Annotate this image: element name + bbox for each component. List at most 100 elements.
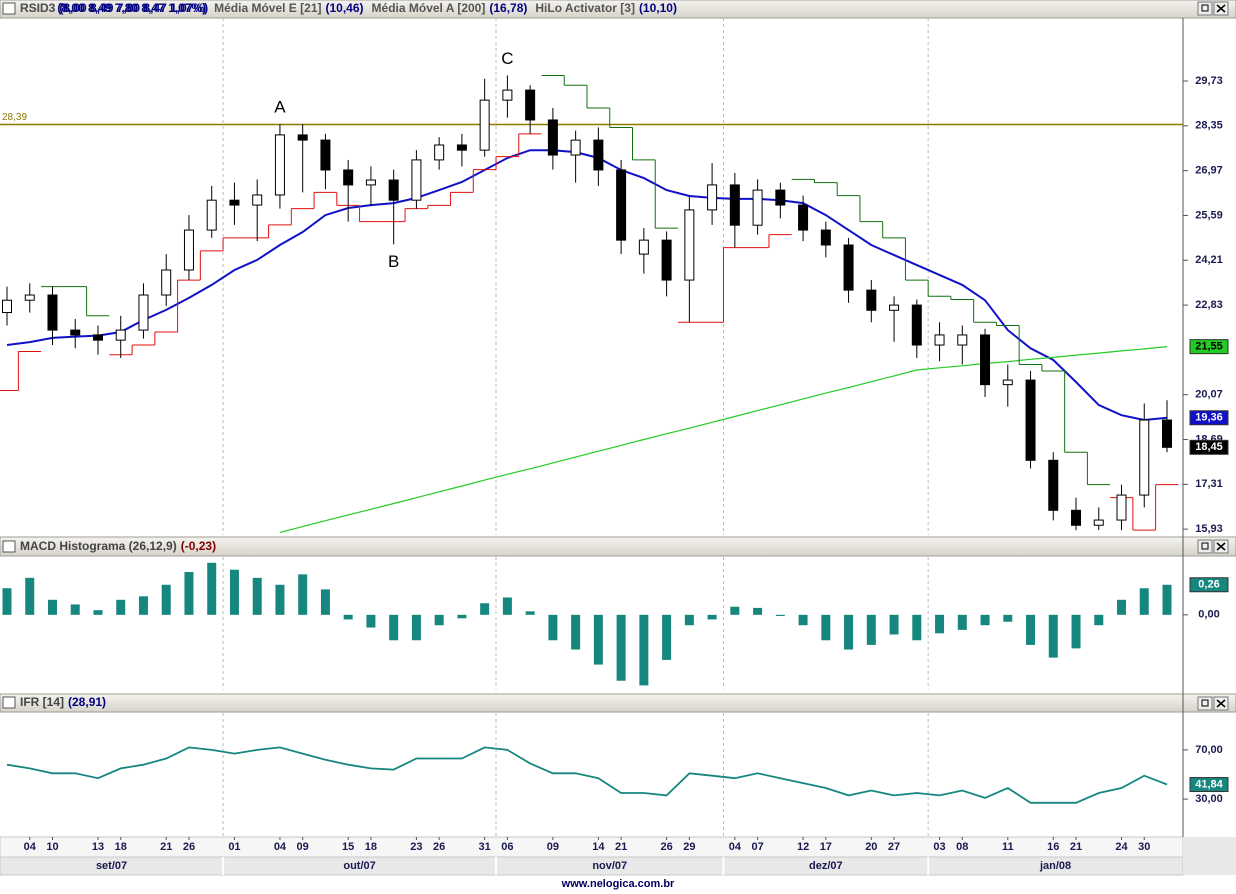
ticker: RSID3	[20, 1, 56, 15]
x-tick-label: 13	[92, 841, 104, 853]
candle-body	[729, 184, 740, 226]
candle-body	[570, 139, 581, 156]
overlay-reading: (10,46)	[326, 1, 364, 15]
histogram-bar	[25, 577, 35, 615]
x-tick-label: 11	[1002, 841, 1014, 853]
candle-body	[1116, 494, 1127, 521]
histogram-bar	[343, 614, 353, 620]
x-tick-label: 04	[729, 841, 742, 853]
annotation: A	[274, 98, 286, 117]
panel-icon	[2, 2, 16, 15]
histogram-bar	[1071, 614, 1081, 649]
candle-body	[1048, 459, 1059, 511]
histogram-bar	[866, 614, 876, 645]
candle-body	[434, 144, 445, 161]
window-buttons[interactable]	[1197, 1, 1229, 711]
candle-body	[229, 199, 240, 206]
candle-body	[957, 334, 968, 346]
y-tick-label: 30,00	[1195, 793, 1223, 805]
histogram-bar	[229, 569, 239, 615]
candle-body	[1162, 419, 1172, 448]
panel-title: IFR [14] (28,91)	[20, 695, 106, 709]
last-value-box	[1189, 439, 1229, 455]
candle-body	[297, 134, 308, 141]
candle-body	[161, 269, 172, 296]
last-value-label: 41,84	[1195, 778, 1223, 790]
candle-body	[1002, 379, 1013, 386]
candle-body	[980, 334, 991, 386]
restore-button[interactable]	[1197, 696, 1213, 711]
close-icon	[1216, 4, 1226, 13]
candle-body	[684, 209, 695, 281]
candle-body	[934, 334, 945, 346]
quote: (8,00 8,49 7,80 8,47 1,07%)	[57, 1, 206, 15]
restore-button[interactable]	[1197, 1, 1213, 16]
indicator-reading: (-0,23)	[181, 539, 216, 553]
restore-icon	[1201, 542, 1209, 550]
x-tick-label: 26	[433, 841, 445, 853]
histogram-bar	[480, 603, 490, 615]
axis-corner	[1183, 837, 1236, 875]
histogram-bar	[775, 614, 785, 616]
x-tick-label: 03	[933, 841, 945, 853]
annotation: B	[388, 252, 399, 271]
x-tick-label: 10	[46, 841, 58, 853]
last-value-box	[1189, 777, 1229, 793]
last-value-box	[1189, 577, 1229, 593]
x-tick-label: 31	[479, 841, 491, 853]
histogram-bar	[571, 614, 581, 650]
month-label: dez/07	[809, 860, 843, 872]
close-icon	[1216, 699, 1226, 708]
candle-body	[1025, 379, 1036, 461]
panel-headers	[0, 0, 1236, 713]
candle-body	[707, 184, 718, 211]
x-tick-label: 09	[297, 841, 309, 853]
candle-body	[92, 334, 103, 341]
reference-label: 28,39	[2, 112, 27, 123]
candle-body	[638, 239, 649, 255]
y-tick-label: 25,59	[1195, 209, 1223, 221]
y-tick-label: 70,00	[1195, 744, 1223, 756]
candle-body	[616, 169, 627, 241]
overlay-name: HiLo Activator [3]	[535, 1, 635, 15]
overlay-reading: (16,78)	[489, 1, 527, 15]
candle-body	[1139, 419, 1150, 496]
histogram-bar	[184, 572, 194, 615]
histogram-bar	[1048, 614, 1058, 658]
histogram-bar	[1003, 614, 1013, 622]
histogram-bar	[116, 599, 126, 615]
candle-body	[661, 239, 672, 281]
candle-body	[343, 169, 354, 186]
panel-title: MACD Histograma (26,12,9) (-0,23)	[20, 539, 216, 553]
histogram-bar	[935, 614, 945, 634]
histogram-bar	[1117, 599, 1127, 615]
candle-body	[798, 204, 809, 231]
header-icons	[2, 2, 16, 709]
indicator-reading: (8,00 8,49 7,80 8,47 1,07%)	[59, 1, 208, 15]
candle-body	[1093, 519, 1104, 526]
histogram-bar	[821, 614, 831, 641]
last-value-box	[1189, 410, 1229, 426]
header-bar	[0, 0, 1236, 19]
histogram-bar	[525, 611, 535, 615]
x-tick-label: 26	[183, 841, 195, 853]
candle-body	[1071, 509, 1082, 526]
x-tick-label: 16	[1047, 841, 1059, 853]
candle-body	[752, 189, 763, 226]
restore-button[interactable]	[1197, 539, 1213, 554]
last-value-label: 18,45	[1195, 441, 1223, 453]
candle-body	[206, 199, 217, 231]
x-tick-label: 06	[501, 841, 513, 853]
x-tick-label: 18	[115, 841, 127, 853]
x-tick-label: 26	[660, 841, 672, 853]
candle-body	[525, 89, 536, 121]
indicator-reading: (28,91)	[68, 695, 106, 709]
panel-title: RSID3 (8,00 8,49 7,80 8,47 1,07%) Média Mó…	[20, 1, 677, 15]
histogram-bar	[844, 614, 854, 650]
indicator-name: MACD Histograma (26,12,9)	[20, 539, 177, 553]
histogram-bar	[730, 606, 740, 615]
candle-body	[47, 294, 58, 331]
